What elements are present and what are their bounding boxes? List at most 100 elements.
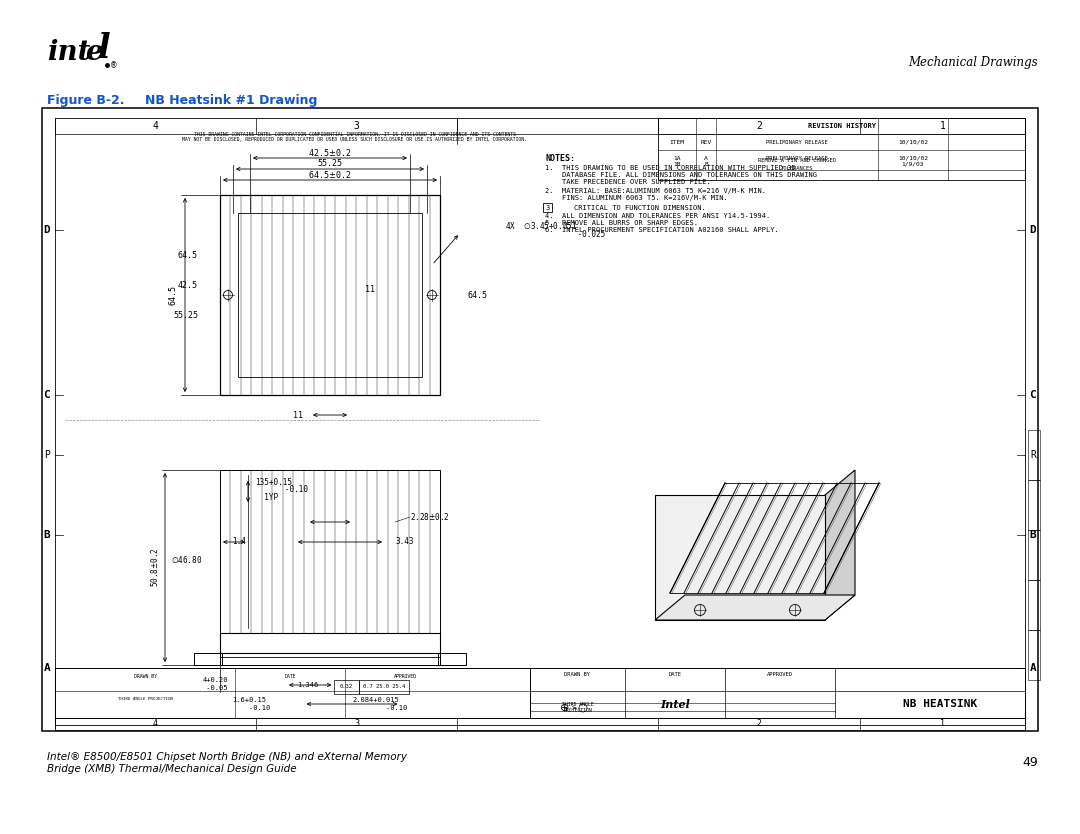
- Text: Intel: Intel: [660, 699, 690, 710]
- Text: P: P: [44, 450, 50, 460]
- Bar: [42, 108, 1038, 731]
- Text: -0.05: -0.05: [202, 685, 228, 691]
- Bar: [1028, 530, 1040, 580]
- Text: 11: 11: [365, 285, 375, 294]
- Text: D: D: [43, 225, 51, 235]
- Text: 3: 3: [353, 121, 360, 131]
- Bar: [55, 718, 1025, 730]
- Text: 4: 4: [152, 121, 159, 131]
- Text: ITEM: ITEM: [670, 139, 685, 144]
- Text: 2: 2: [756, 121, 761, 131]
- Text: 3.43: 3.43: [395, 537, 414, 546]
- Bar: [1028, 580, 1040, 630]
- Text: REVISION HISTORY: REVISION HISTORY: [808, 123, 876, 129]
- Text: $\emptyset$46.80: $\emptyset$46.80: [171, 554, 202, 565]
- Text: PROJECTION: PROJECTION: [563, 708, 592, 713]
- Text: THIRD ANGLE PROJECTION: THIRD ANGLE PROJECTION: [118, 696, 173, 701]
- Text: NB HEATSINK: NB HEATSINK: [903, 699, 977, 709]
- Text: 4+0.20: 4+0.20: [202, 677, 228, 683]
- Text: C: C: [1029, 390, 1037, 400]
- Text: B: B: [704, 162, 707, 167]
- Text: MAY NOT BE DISCLOSED, REPRODUCED OR DUPLICATED OR USED UNLESS SUCH DISCLOSURE OR: MAY NOT BE DISCLOSED, REPRODUCED OR DUPL…: [183, 137, 527, 142]
- Text: 64.5: 64.5: [178, 250, 198, 259]
- Bar: [238, 213, 422, 377]
- Text: 64.5$\pm$0.2: 64.5$\pm$0.2: [308, 168, 352, 179]
- Bar: [1028, 630, 1040, 680]
- Text: 1: 1: [940, 121, 945, 131]
- Text: 42.5$\pm$0.2: 42.5$\pm$0.2: [308, 147, 352, 158]
- Bar: [194, 653, 222, 665]
- Text: DRAWN BY: DRAWN BY: [134, 674, 157, 679]
- Text: DATABASE FILE. ALL DIMENSIONS AND TOLERANCES ON THIS DRAWING: DATABASE FILE. ALL DIMENSIONS AND TOLERA…: [545, 172, 816, 178]
- Text: 4X  $\emptyset$3.45+0.051: 4X $\emptyset$3.45+0.051: [505, 219, 578, 230]
- Text: 4: 4: [153, 720, 158, 729]
- Text: 3: 3: [354, 720, 359, 729]
- Text: B: B: [43, 530, 51, 540]
- Bar: [530, 668, 1025, 718]
- Text: 10/10/02: 10/10/02: [897, 155, 928, 160]
- Polygon shape: [654, 595, 855, 620]
- Text: 1B: 1B: [673, 162, 680, 167]
- Text: C: C: [43, 390, 51, 400]
- Bar: [360, 680, 409, 694]
- Bar: [220, 195, 440, 395]
- Text: DATE: DATE: [284, 674, 296, 679]
- Text: NB Heatsink #1 Drawing: NB Heatsink #1 Drawing: [145, 93, 318, 107]
- Text: l: l: [98, 32, 110, 65]
- Text: 2: 2: [756, 720, 761, 729]
- Text: 1.346: 1.346: [297, 682, 319, 688]
- Bar: [220, 470, 440, 665]
- Text: 1.  THIS DRAWING TO BE USED IN CORRELATION WITH SUPPLIED 3D: 1. THIS DRAWING TO BE USED IN CORRELATIO…: [545, 165, 796, 171]
- Bar: [335, 680, 360, 694]
- Text: Bridge (XMB) Thermal/Mechanical Design Guide: Bridge (XMB) Thermal/Mechanical Design G…: [48, 764, 297, 774]
- Bar: [543, 203, 552, 212]
- Text: 3: 3: [545, 205, 550, 211]
- Text: 50.8$\pm$0.2: 50.8$\pm$0.2: [149, 548, 161, 587]
- Text: 1.6+0.15: 1.6+0.15: [232, 697, 266, 703]
- Text: REMOVE A FIN AND CHANGED: REMOVE A FIN AND CHANGED: [758, 158, 836, 163]
- Text: 1A: 1A: [673, 155, 680, 160]
- Text: 6.  INTEL PROCUREMENT SPECIFICATION A02160 SHALL APPLY.: 6. INTEL PROCUREMENT SPECIFICATION A0216…: [545, 227, 779, 233]
- Bar: [438, 653, 465, 665]
- Text: CRITICAL TO FUNCTION DIMENSION.: CRITICAL TO FUNCTION DIMENSION.: [557, 205, 705, 211]
- Text: TAKE PRECEDENCE OVER SUPPLIED FILE.: TAKE PRECEDENCE OVER SUPPLIED FILE.: [545, 179, 711, 185]
- Text: A: A: [43, 663, 51, 673]
- Text: 2.28$\pm$0.2: 2.28$\pm$0.2: [410, 511, 450, 522]
- Text: B: B: [1029, 530, 1037, 540]
- Text: 2.084+0.015: 2.084+0.015: [352, 697, 399, 703]
- Text: REV: REV: [700, 139, 712, 144]
- Bar: [658, 118, 1025, 180]
- Text: int: int: [48, 39, 91, 66]
- Text: -0.025: -0.025: [522, 229, 605, 239]
- Bar: [55, 118, 1025, 725]
- Text: PRELIMINARY RELEASE: PRELIMINARY RELEASE: [766, 155, 828, 160]
- Text: DRAWN BY: DRAWN BY: [565, 672, 591, 677]
- Bar: [220, 633, 440, 653]
- Text: D: D: [1029, 225, 1037, 235]
- Text: -0.10: -0.10: [232, 705, 270, 711]
- Text: Intel® E8500/E8501 Chipset North Bridge (NB) and eXternal Memory: Intel® E8500/E8501 Chipset North Bridge …: [48, 752, 407, 762]
- Text: A: A: [704, 155, 707, 160]
- Bar: [55, 668, 530, 718]
- Text: THIS DRAWING CONTAINS INTEL CORPORATION CONFIDENTIAL INFORMATION. IT IS DISCLOSE: THIS DRAWING CONTAINS INTEL CORPORATION …: [194, 132, 516, 137]
- Text: 0.32: 0.32: [340, 685, 353, 690]
- Text: A: A: [1029, 663, 1037, 673]
- Text: 64.5: 64.5: [168, 285, 177, 305]
- Polygon shape: [825, 470, 855, 620]
- Text: 11: 11: [293, 410, 303, 420]
- Text: APPROVED: APPROVED: [393, 674, 417, 679]
- Text: ®: ®: [110, 62, 118, 71]
- Text: 1/9/03: 1/9/03: [902, 162, 924, 167]
- Text: PRELIMINARY RELEASE: PRELIMINARY RELEASE: [766, 139, 828, 144]
- Text: 10/10/02: 10/10/02: [897, 139, 928, 144]
- Bar: [220, 657, 440, 665]
- Text: 1YP: 1YP: [255, 493, 279, 501]
- Text: DATE: DATE: [669, 672, 681, 677]
- Text: ⊕: ⊕: [561, 703, 569, 713]
- Text: 135+0.15: 135+0.15: [255, 478, 292, 486]
- Text: 55.25: 55.25: [318, 158, 342, 168]
- Text: 2.  MATERIAL: BASE:ALUMINUM 6063 T5 K=216 V/M-K MIN.: 2. MATERIAL: BASE:ALUMINUM 6063 T5 K=216…: [545, 188, 766, 194]
- Text: TOLERANCES: TOLERANCES: [781, 165, 813, 170]
- Text: -0.10: -0.10: [352, 705, 407, 711]
- Bar: [1028, 480, 1040, 530]
